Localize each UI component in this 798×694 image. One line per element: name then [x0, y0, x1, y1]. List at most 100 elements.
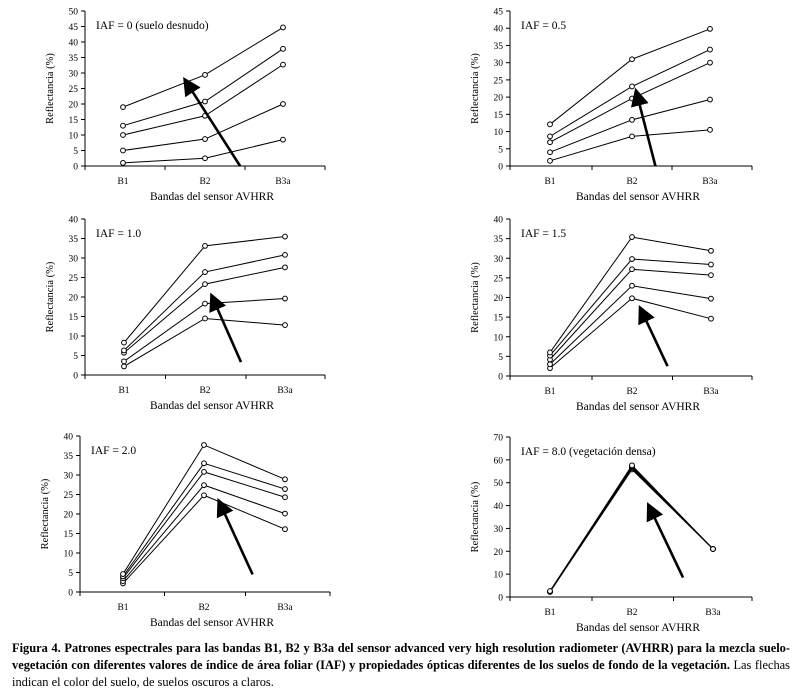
soil-arrow	[216, 497, 254, 575]
data-point	[708, 315, 714, 322]
y-tick-label: 25	[69, 274, 79, 284]
series-line	[549, 62, 711, 143]
data-point	[282, 486, 288, 492]
y-tick-label: 0	[498, 373, 503, 383]
soil-arrow	[630, 87, 657, 167]
series-line	[122, 484, 286, 582]
data-point	[201, 482, 207, 489]
data-point	[547, 139, 553, 146]
y-tick-label: 35	[64, 452, 74, 462]
y-tick-label: 10	[494, 128, 504, 138]
x-tick-label: B1	[544, 608, 555, 618]
series-line	[549, 468, 714, 593]
x-tick-label: B2	[626, 387, 637, 397]
y-tick-label: 5	[73, 352, 78, 362]
data-point	[629, 95, 635, 102]
x-tick-label: B2	[626, 177, 637, 187]
data-point	[547, 133, 553, 140]
y-axis-title: Reflectancia (%)	[470, 53, 481, 124]
data-point	[280, 61, 286, 68]
x-axis-title: Bandas del sensor AVHRR	[576, 401, 700, 413]
data-point	[202, 243, 208, 249]
y-tick-label: 35	[69, 235, 79, 245]
data-point	[629, 256, 635, 262]
series-line	[122, 103, 284, 151]
y-tick-label: 10	[69, 333, 79, 343]
y-tick-label: 10	[494, 571, 504, 581]
data-point	[201, 468, 207, 475]
series-line	[549, 99, 711, 153]
y-tick-label: 40	[494, 216, 504, 226]
y-tick-label: 40	[69, 216, 79, 226]
x-tick-label: B2	[199, 177, 210, 187]
data-point	[120, 122, 126, 129]
x-tick-label: B1	[118, 386, 129, 396]
y-tick-label: 0	[498, 163, 503, 173]
y-tick-label: 15	[494, 111, 504, 121]
data-point	[120, 132, 126, 138]
data-point	[707, 59, 713, 66]
y-tick-label: 40	[64, 433, 74, 443]
panel-title: IAF = 0 (suelo desnudo)	[96, 20, 209, 32]
data-point	[120, 104, 126, 110]
data-point	[707, 46, 713, 53]
data-point	[282, 476, 288, 483]
data-point	[707, 26, 713, 32]
data-point	[120, 571, 126, 577]
x-tick-label: B1	[544, 177, 555, 187]
y-tick-label: 35	[494, 235, 504, 245]
data-point	[280, 136, 286, 143]
panel-title: IAF = 8.0 (vegetación densa)	[521, 446, 656, 458]
figure-caption: Figura 4. Patrones espectrales para las …	[12, 640, 790, 691]
x-tick-label: B2	[626, 608, 637, 618]
data-point	[708, 247, 714, 254]
y-tick-label: 25	[64, 491, 74, 501]
y-tick-label: 25	[69, 85, 79, 95]
data-point	[629, 282, 635, 289]
data-point	[120, 160, 126, 166]
data-point	[547, 149, 553, 156]
data-point	[282, 264, 288, 271]
data-point	[201, 442, 207, 448]
y-axis-title: Reflectancia (%)	[45, 53, 56, 124]
series-line	[549, 464, 714, 592]
y-tick-label: 0	[498, 594, 503, 604]
y-tick-label: 40	[69, 39, 79, 49]
series-line	[122, 462, 286, 577]
series-line	[122, 27, 284, 108]
y-tick-label: 5	[498, 145, 503, 155]
x-tick-label: B3a	[702, 177, 718, 187]
y-axis-title: Reflectancia (%)	[45, 261, 56, 332]
data-point	[202, 136, 208, 142]
y-tick-label: 50	[494, 479, 504, 489]
data-point	[202, 71, 208, 78]
x-axis-title: Bandas del sensor AVHRR	[576, 191, 700, 203]
y-tick-label: 15	[64, 530, 74, 540]
soil-arrow	[209, 292, 243, 363]
data-point	[629, 462, 635, 469]
y-tick-label: 10	[69, 132, 79, 142]
x-tick-label: B3a	[277, 603, 293, 613]
x-axis-title: Bandas del sensor AVHRR	[150, 400, 274, 412]
caption-bold: Figura 4. Patrones espectrales para las …	[12, 641, 790, 672]
y-tick-label: 25	[494, 274, 504, 284]
panel-title: IAF = 1.5	[521, 228, 566, 240]
y-tick-label: 20	[494, 294, 504, 304]
y-tick-label: 45	[494, 8, 504, 18]
data-point	[629, 295, 635, 302]
y-tick-label: 10	[494, 333, 504, 343]
y-tick-label: 0	[73, 163, 78, 173]
data-point	[120, 147, 126, 154]
data-point	[202, 281, 208, 288]
x-axis-title: Bandas del sensor AVHRR	[150, 191, 274, 203]
data-point	[629, 116, 635, 123]
data-point	[629, 234, 635, 240]
panel-title: IAF = 1.0	[96, 228, 141, 240]
data-point	[201, 492, 207, 499]
y-tick-label: 10	[64, 550, 74, 560]
y-tick-label: 30	[69, 255, 79, 265]
y-tick-label: 45	[69, 23, 79, 33]
